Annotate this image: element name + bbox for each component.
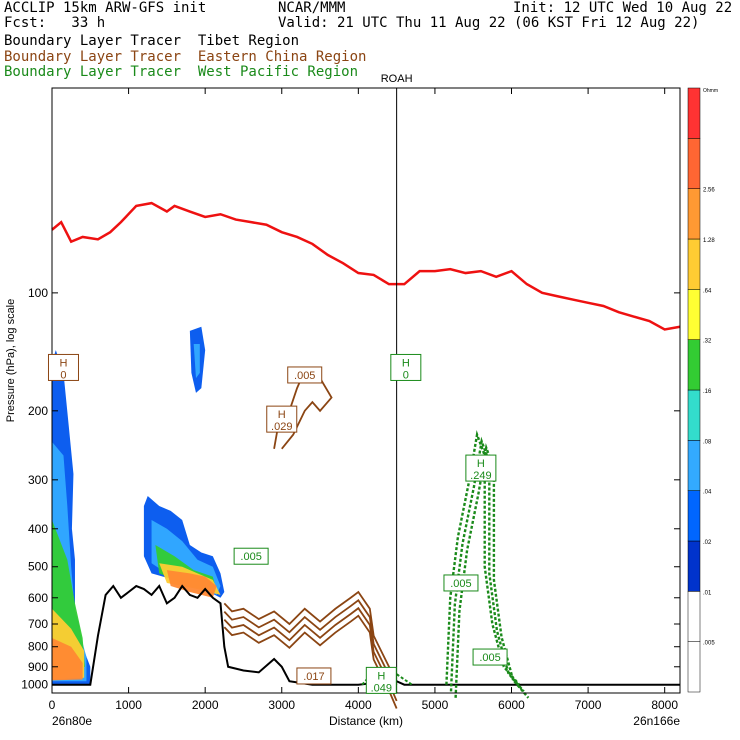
tibet-tracer-shade-4 xyxy=(52,637,83,681)
extreme-label-value: .049 xyxy=(371,682,392,694)
eastern-china-contour-1 xyxy=(223,599,398,694)
extreme-label-value: .005 xyxy=(240,551,261,563)
y-tick-label: 100 xyxy=(28,286,48,300)
colorbar-label: .64 xyxy=(703,288,712,294)
extreme-label-value: .005 xyxy=(450,578,471,590)
extreme-label-box xyxy=(390,353,422,381)
extreme-label-letter: H xyxy=(402,357,410,369)
colorbar-segment xyxy=(687,138,701,189)
colorbar-segment xyxy=(687,87,701,139)
colorbar-top-label: Ohmm xyxy=(703,88,718,94)
colorbar-label: .08 xyxy=(703,439,712,445)
colorbar-label: .02 xyxy=(703,540,712,546)
x-tick-label: 7000 xyxy=(575,698,602,712)
colorbar-label: .04 xyxy=(703,490,712,496)
colorbar-label: .32 xyxy=(703,339,712,345)
x-tick-label: 3000 xyxy=(268,698,295,712)
colorbar-segment xyxy=(687,641,701,693)
y-tick-label: 1000 xyxy=(21,678,48,692)
colorbar-label: 2.56 xyxy=(703,188,715,194)
extreme-label-value: 0 xyxy=(60,369,66,381)
extreme-label-letter: H xyxy=(60,357,68,369)
extreme-label-value: .249 xyxy=(470,470,491,482)
model-title: ACCLIP 15km ARW-GFS init xyxy=(4,0,207,16)
extreme-label-box xyxy=(47,353,79,381)
extreme-label-box xyxy=(443,574,479,592)
colorbar-segment xyxy=(687,289,701,340)
colorbar-segment xyxy=(687,490,701,542)
x-tick-label: 6000 xyxy=(498,698,525,712)
legend-tibet: Boundary Layer Tracer Tibet Region xyxy=(4,33,300,49)
x-tick-label: 2000 xyxy=(192,698,219,712)
x-tick-label: 5000 xyxy=(422,698,449,712)
colorbar-label: .005 xyxy=(703,641,715,647)
extreme-label-letter: H xyxy=(477,458,485,470)
extreme-label-value: .005 xyxy=(479,652,500,664)
x-tick-label: 8000 xyxy=(651,698,678,712)
extreme-label-box xyxy=(472,648,508,666)
y-tick-label: 200 xyxy=(28,404,48,418)
x-axis-label: Distance (km) xyxy=(329,714,403,728)
y-tick-label: 400 xyxy=(28,522,48,536)
colorbar-label: 1.28 xyxy=(703,238,715,244)
forecast-hour: Fcst: 33 h xyxy=(4,15,106,31)
tropopause-line xyxy=(51,201,681,331)
extreme-label-value: .005 xyxy=(294,370,315,382)
extreme-label-value: 0 xyxy=(403,369,409,381)
extreme-label-box xyxy=(365,666,397,694)
legend-eastern-china: Boundary Layer Tracer Eastern China Regi… xyxy=(4,49,367,65)
y-axis-label: Pressure (hPa), log scale xyxy=(5,299,17,423)
station-label: ROAH xyxy=(381,73,413,85)
colorbar-label: .01 xyxy=(703,590,712,596)
eastern-china-contour-2 xyxy=(223,606,398,702)
y-tick-label: 700 xyxy=(28,617,48,631)
x-tick-label: 4000 xyxy=(345,698,372,712)
tibet-tracer-shade-b-6 xyxy=(193,343,200,379)
extreme-label-value: .029 xyxy=(271,421,292,433)
extreme-label-box xyxy=(287,366,323,384)
left-end-label: 26n80e xyxy=(52,714,92,728)
x-tick-label: 0 xyxy=(49,698,56,712)
extreme-label-box xyxy=(233,547,269,565)
extreme-label-box xyxy=(266,405,298,433)
colorbar-segment xyxy=(687,188,701,240)
colorbar-segment xyxy=(687,540,701,592)
colorbar-label: .16 xyxy=(703,389,712,395)
colorbar-segment xyxy=(687,591,701,642)
colorbar-segment xyxy=(687,339,701,391)
x-tick-label: 1000 xyxy=(115,698,142,712)
legend-west-pacific: Boundary Layer Tracer West Pacific Regio… xyxy=(4,64,359,80)
extreme-label-letter: H xyxy=(278,409,286,421)
y-tick-label: 300 xyxy=(28,473,48,487)
extreme-label-letter: H xyxy=(377,670,385,682)
y-tick-label: 900 xyxy=(28,660,48,674)
init-time: Init: 12 UTC Wed 10 Aug 22 xyxy=(513,0,733,16)
extreme-label-value: .017 xyxy=(303,671,324,683)
y-tick-label: 800 xyxy=(28,640,48,654)
eastern-china-contour-0 xyxy=(223,590,398,686)
west-pacific-contour-0 xyxy=(445,429,521,686)
org-label: NCAR/MMM xyxy=(278,0,346,16)
extreme-label-box xyxy=(296,667,332,685)
eastern-china-contour-3 xyxy=(223,614,398,709)
valid-time: Valid: 21 UTC Thu 11 Aug 22 (06 KST Fri … xyxy=(278,15,700,31)
y-tick-label: 600 xyxy=(28,591,48,605)
colorbar-segment xyxy=(687,238,701,290)
right-end-label: 26n166e xyxy=(633,714,680,728)
extreme-label-box xyxy=(465,454,497,482)
y-tick-label: 500 xyxy=(28,560,48,574)
colorbar-segment xyxy=(687,389,701,441)
colorbar-segment xyxy=(687,440,701,491)
